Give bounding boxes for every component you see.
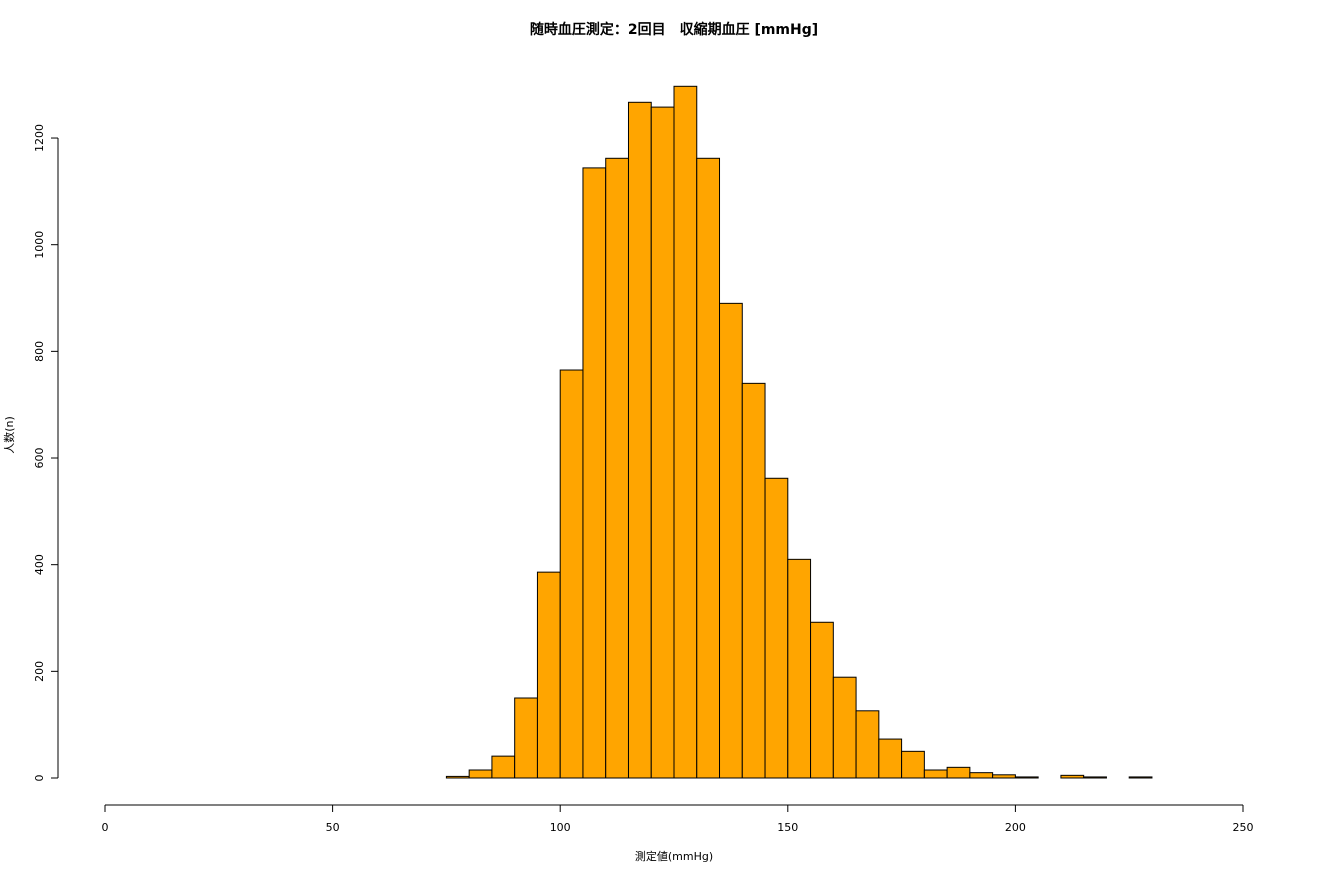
bar: [1014, 776, 1039, 779]
bar: [946, 766, 971, 779]
y-tick-label: 600: [33, 448, 46, 469]
y-tick-label: 1200: [33, 124, 46, 152]
x-tick-label: 250: [1233, 821, 1254, 834]
bar: [696, 157, 721, 779]
bar: [559, 369, 584, 779]
bar: [764, 477, 789, 779]
bar: [832, 676, 857, 779]
bar: [810, 621, 834, 779]
x-axis-label: 測定値(mmHg): [635, 849, 713, 863]
bar: [1060, 774, 1085, 779]
bar: [719, 302, 743, 779]
bar: [536, 571, 561, 779]
bar: [491, 755, 516, 779]
bar: [582, 167, 607, 779]
y-tick-label: 800: [33, 341, 46, 362]
bar: [855, 710, 880, 779]
bar: [969, 772, 994, 779]
bar: [901, 750, 925, 779]
x-tick-label: 100: [550, 821, 571, 834]
bar: [923, 769, 948, 779]
bar: [992, 774, 1016, 779]
bar: [627, 101, 652, 779]
x-tick-label: 0: [102, 821, 109, 834]
bar: [1128, 776, 1153, 779]
bar: [605, 157, 629, 779]
y-axis-label: 人数(n): [3, 416, 16, 454]
bar: [787, 558, 812, 779]
bar: [878, 738, 903, 779]
x-tick-label: 50: [326, 821, 340, 834]
bar: [468, 769, 493, 779]
chart-title: 随時血圧測定：2回目 収縮期血圧 [mmHg]: [530, 21, 818, 38]
x-tick-label: 150: [777, 821, 798, 834]
y-tick-label: 0: [33, 775, 46, 782]
bar: [741, 382, 766, 779]
bar: [1083, 776, 1107, 779]
y-tick-label: 400: [33, 554, 46, 575]
bar: [445, 775, 470, 779]
bar: [514, 697, 538, 779]
bar: [673, 85, 698, 779]
bar: [650, 106, 675, 779]
y-tick-label: 200: [33, 661, 46, 682]
x-tick-label: 200: [1005, 821, 1026, 834]
y-tick-label: 1000: [33, 231, 46, 259]
